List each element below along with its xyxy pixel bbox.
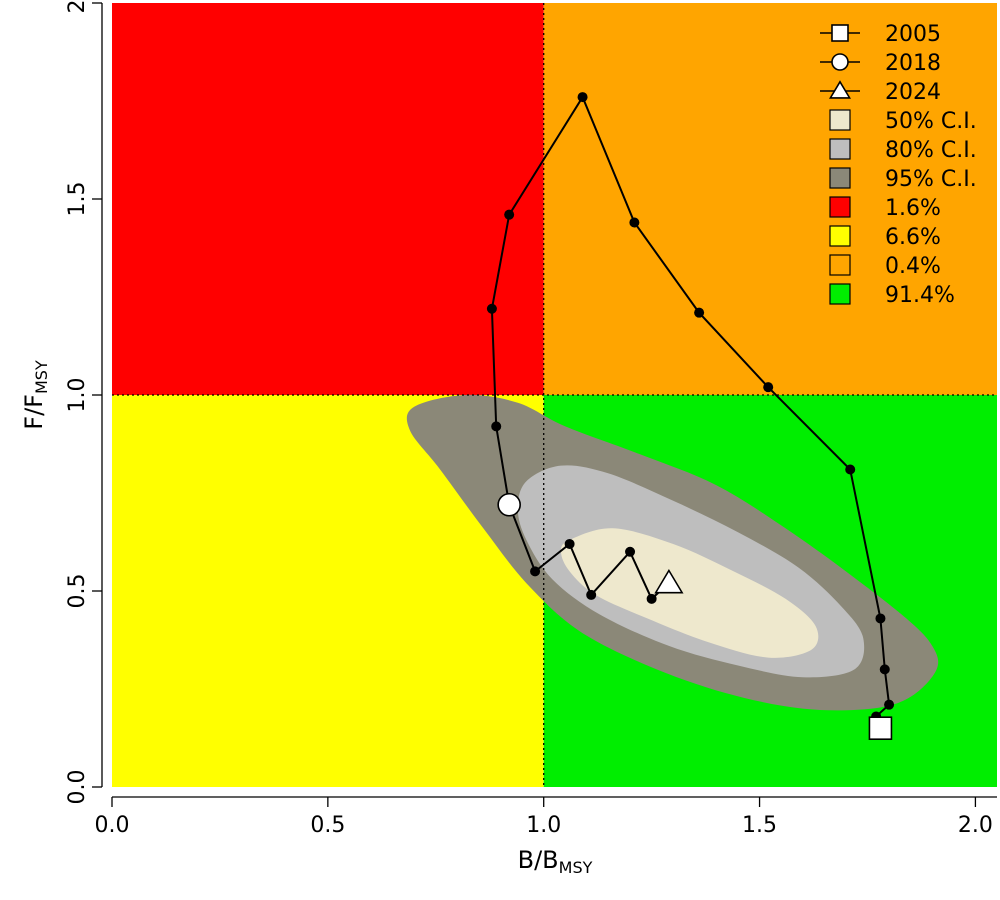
legend-item-1: 2018	[820, 51, 941, 76]
legend-item-2: 2024	[820, 80, 941, 105]
quadrant-top-left	[112, 3, 544, 395]
x-axis-title-sub: MSY	[559, 858, 593, 877]
legend: 2005 2018 2024 50% C.I. 80% C.I. 95% C.I. 1.6%…	[820, 22, 977, 308]
legend-item-3: 50% C.I.	[829, 109, 977, 134]
legend-label: 0.4%	[885, 254, 941, 279]
y-tick-label-0.5: 0.5	[65, 574, 90, 609]
trajectory-point-9	[577, 92, 588, 103]
reference-lines	[112, 3, 997, 787]
legend-item-5: 95% C.I.	[829, 167, 977, 192]
x-tick-label-0.5: 0.5	[310, 813, 345, 838]
x-axis-title-main: B/B	[518, 846, 559, 874]
legend-label: 80% C.I.	[885, 138, 977, 163]
legend-triangle-icon	[828, 80, 852, 99]
marker-2024	[654, 568, 684, 594]
trajectory-point-12	[491, 421, 502, 432]
trajectory-point-10	[504, 209, 515, 220]
y-axis-ticks: 0.0 0.5 1.0 1.5 2.	[65, 0, 102, 805]
trajectory-point-14	[530, 566, 541, 577]
legend-label: 50% C.I.	[885, 109, 977, 134]
marker-2005	[868, 716, 893, 741]
legend-circle-icon	[831, 53, 849, 71]
trajectory-point-4	[875, 613, 886, 624]
x-tick-label-2.0: 2.0	[958, 813, 993, 838]
trajectory-point-11	[486, 303, 497, 314]
trajectory-point-15	[564, 538, 575, 549]
y-axis-title-main: F/F	[20, 394, 48, 430]
legend-square-icon	[831, 24, 849, 42]
trajectory-point-16	[586, 589, 597, 600]
legend-swatch	[829, 167, 851, 189]
legend-swatch	[829, 283, 851, 305]
trajectory-point-6	[763, 382, 774, 393]
y-tick-label-1.5: 1.5	[65, 182, 90, 217]
legend-item-7: 6.6%	[829, 225, 941, 250]
trajectory-point-18	[646, 593, 657, 604]
legend-label: 95% C.I.	[885, 167, 977, 192]
legend-item-6: 1.6%	[829, 196, 941, 221]
y-axis-title: F/FMSY	[20, 360, 51, 430]
axis-titles: B/BMSY F/FMSY	[20, 360, 593, 877]
legend-item-9: 91.4%	[829, 283, 955, 308]
legend-label: 2005	[885, 22, 941, 47]
legend-label: 2024	[885, 80, 941, 105]
x-tick-label-1.5: 1.5	[742, 813, 777, 838]
quadrant-backgrounds	[112, 3, 997, 787]
y-tick-label-0.0: 0.0	[65, 770, 90, 805]
x-tick-label-0.0: 0.0	[95, 813, 130, 838]
legend-swatch	[829, 196, 851, 218]
x-axis-title: B/BMSY	[518, 846, 593, 877]
trajectory-point-2	[884, 699, 895, 710]
legend-swatch	[829, 254, 851, 276]
y-tick-label-2.: 2.	[65, 0, 90, 14]
x-axis-ticks: 0.0 0.5 1.0 1.5 2.0	[95, 797, 993, 838]
trajectory-point-3	[879, 664, 890, 675]
y-axis-title-sub: MSY	[32, 360, 51, 394]
legend-item-8: 0.4%	[829, 254, 941, 279]
trajectory-line	[490, 94, 891, 729]
legend-label: 1.6%	[885, 196, 941, 221]
trajectory-point-7	[694, 307, 705, 318]
trajectory-point-8	[629, 217, 640, 228]
y-tick-label-1.0: 1.0	[65, 378, 90, 413]
legend-swatch	[829, 225, 851, 247]
legend-label: 91.4%	[885, 283, 955, 308]
legend-item-4: 80% C.I.	[829, 138, 977, 163]
x-tick-label-1.0: 1.0	[526, 813, 561, 838]
marker-2018	[497, 492, 521, 517]
trajectory-point-5	[845, 464, 856, 475]
legend-swatch	[829, 138, 851, 160]
legend-item-0: 2005	[820, 22, 941, 47]
year-markers	[497, 492, 893, 741]
legend-label: 6.6%	[885, 225, 941, 250]
ci-region-50	[561, 528, 819, 658]
trajectory-point-17	[625, 546, 636, 557]
legend-label: 2018	[885, 51, 941, 76]
quadrant-top-right	[543, 3, 997, 395]
legend-swatch	[829, 109, 851, 131]
confidence-regions	[406, 394, 939, 711]
